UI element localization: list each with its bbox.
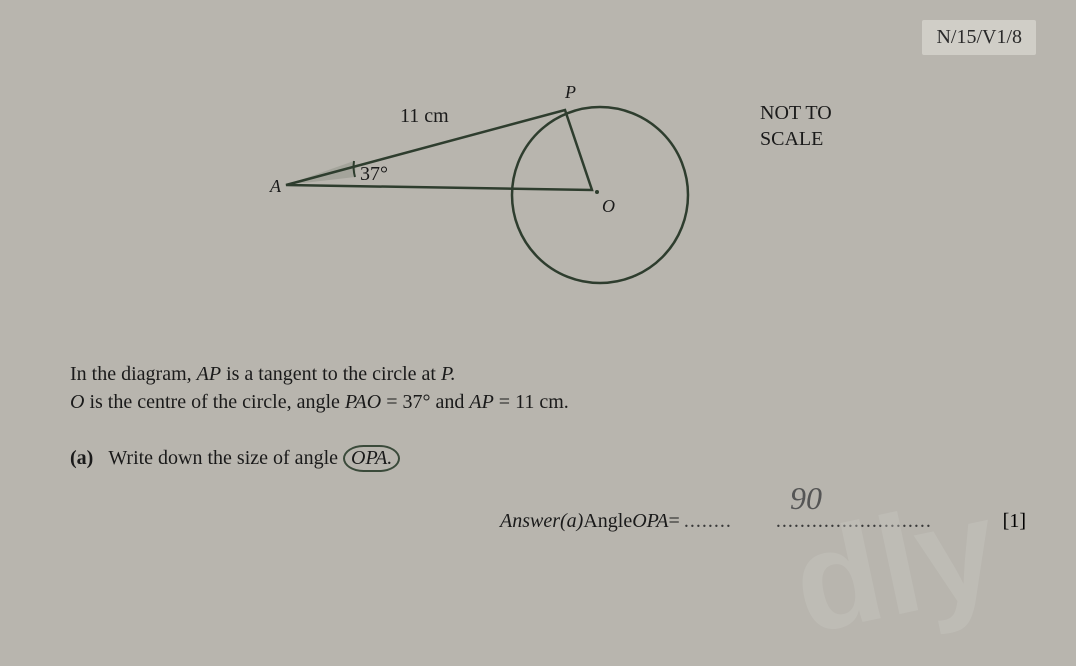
page-reference: N/15/V1/8 xyxy=(922,20,1036,55)
label-p: P xyxy=(564,82,576,102)
text-fragment: is the centre of the circle, angle xyxy=(84,391,344,413)
not-to-scale-line2: SCALE xyxy=(760,126,832,152)
answer-dots-before: ........ xyxy=(684,510,732,533)
label-angle: 37° xyxy=(360,163,388,185)
part-a-question: (a) Write down the size of angle OPA. xyxy=(70,445,400,472)
circle xyxy=(512,107,688,283)
label-length: 11 cm xyxy=(400,105,449,127)
text-fragment: = 37° and xyxy=(381,391,469,413)
answer-dots-after: .......................... xyxy=(776,510,932,533)
answer-prefix: Answer(a) xyxy=(500,510,583,533)
var-o: O xyxy=(70,391,84,413)
var-pao: PAO xyxy=(345,391,381,413)
part-label: (a) xyxy=(70,447,93,469)
answer-var: OPA xyxy=(632,510,668,533)
marks: [1] xyxy=(1003,510,1026,533)
answer-line: Answer(a) Angle OPA = ........ 9090 ....… xyxy=(500,510,932,533)
label-o: O xyxy=(602,196,615,216)
not-to-scale-line1: NOT TO xyxy=(760,100,832,126)
problem-statement: In the diagram, AP is a tangent to the c… xyxy=(70,360,569,416)
answer-label: Angle xyxy=(583,510,632,533)
var-ap2: AP xyxy=(469,391,493,413)
var-ap: AP xyxy=(197,363,221,385)
part-a-text: Write down the size of angle xyxy=(108,447,343,469)
text-fragment: = 11 cm. xyxy=(494,391,569,413)
center-dot xyxy=(595,190,599,194)
text-fragment: In the diagram, xyxy=(70,363,197,385)
answer-eq: = xyxy=(669,510,680,533)
var-p: P. xyxy=(441,363,456,385)
text-fragment: is a tangent to the circle at xyxy=(221,363,441,385)
var-opa: OPA. xyxy=(343,445,400,472)
label-a: A xyxy=(269,176,282,196)
not-to-scale-note: NOT TO SCALE xyxy=(760,100,832,152)
geometry-diagram: A P O 11 cm 37° xyxy=(260,60,720,320)
